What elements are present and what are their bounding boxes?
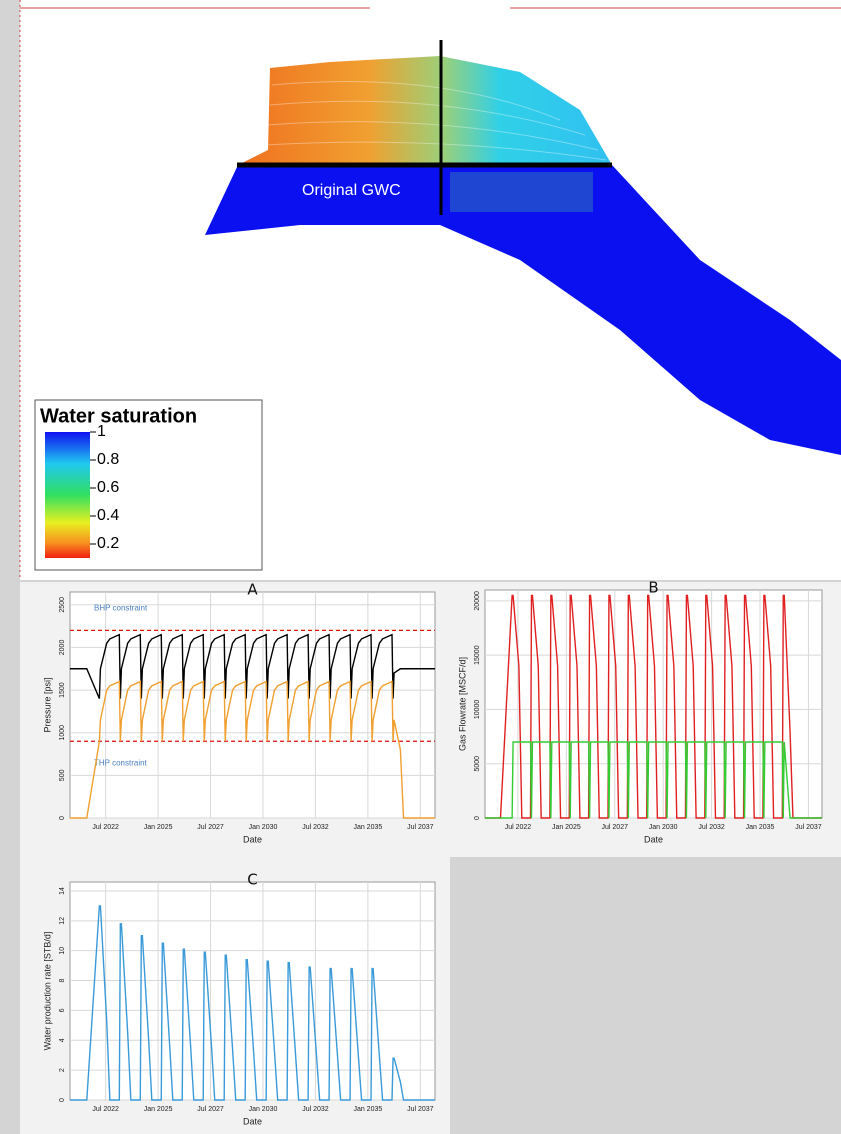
colorbar-title: Water saturation [40,405,197,427]
x-axis-title: Date [644,834,663,844]
x-tick-label: Jan 2025 [144,824,173,831]
x-tick-label: Jul 2032 [302,1106,329,1113]
y-tick-label: 0 [59,816,66,820]
colorbar-tick-label: 0.2 [97,535,119,552]
chart-title: A [247,581,258,599]
x-tick-label: Jan 2030 [649,824,678,831]
y-tick-label: 2 [59,1068,66,1072]
x-tick-label: Jul 2022 [92,824,119,831]
y-tick-label: 0 [59,1098,66,1102]
constraint-label: BHP constraint [94,603,148,612]
y-tick-label: 10 [59,947,66,955]
x-tick-label: Jul 2037 [407,1106,434,1113]
y-axis-title: Water production rate [STB/d] [42,932,52,1051]
x-tick-label: Jul 2022 [505,824,532,831]
x-axis-title: Date [243,1116,262,1126]
x-tick-label: Jul 2037 [795,824,822,831]
x-tick-label: Jul 2022 [92,1106,119,1113]
x-tick-label: Jul 2027 [197,1106,224,1113]
x-tick-label: Jan 2030 [249,1106,278,1113]
x-tick-label: Jan 2030 [249,824,278,831]
x-tick-label: Jul 2027 [197,824,224,831]
y-tick-label: 14 [59,887,66,895]
colorbar-tick-label: 0.8 [97,451,119,468]
constraint-label: THP constraint [94,758,148,767]
chart-title: B [648,579,658,597]
x-tick-label: Jan 2035 [353,1106,382,1113]
page: Original GWC Water saturation 1 0.8 0.6 0.4… [0,0,841,1134]
y-tick-label: 8 [59,979,66,983]
y-tick-label: 6 [59,1008,66,1012]
x-tick-label: Jan 2025 [144,1106,173,1113]
colorbar-tick-label: 1 [97,423,106,440]
x-tick-label: Jan 2035 [353,824,382,831]
colorbar-tick-label: 0.6 [97,479,119,496]
x-tick-label: Jul 2032 [698,824,725,831]
x-tick-label: Jul 2027 [602,824,629,831]
y-tick-label: 12 [59,917,66,925]
y-tick-label: 1000 [59,725,66,741]
chart-title: C [247,871,257,889]
y-axis-title: Gas Flowrate [MSCF/d] [457,657,467,751]
x-tick-label: Jul 2032 [302,824,329,831]
y-tick-label: 500 [59,769,66,781]
label-box [450,172,593,212]
y-tick-label: 2000 [59,640,66,656]
x-axis-title: Date [243,834,262,844]
figure: Original GWC Water saturation 1 0.8 0.6 0.4… [0,0,841,1134]
colorbar [45,432,90,558]
x-tick-label: Jul 2037 [407,824,434,831]
y-tick-label: 5000 [474,756,481,772]
x-tick-label: Jan 2035 [746,824,775,831]
gwc-label: Original GWC [302,182,401,199]
y-tick-label: 15000 [474,645,481,665]
x-tick-label: Jan 2025 [552,824,581,831]
colorbar-tick-label: 0.4 [97,507,119,524]
y-axis-title: Pressure [psi] [42,677,52,732]
y-tick-label: 20000 [474,591,481,611]
y-tick-label: 0 [474,816,481,820]
y-tick-label: 1500 [59,682,66,698]
y-tick-label: 10000 [474,700,481,720]
y-tick-label: 4 [59,1038,66,1042]
y-tick-label: 2500 [59,597,66,613]
